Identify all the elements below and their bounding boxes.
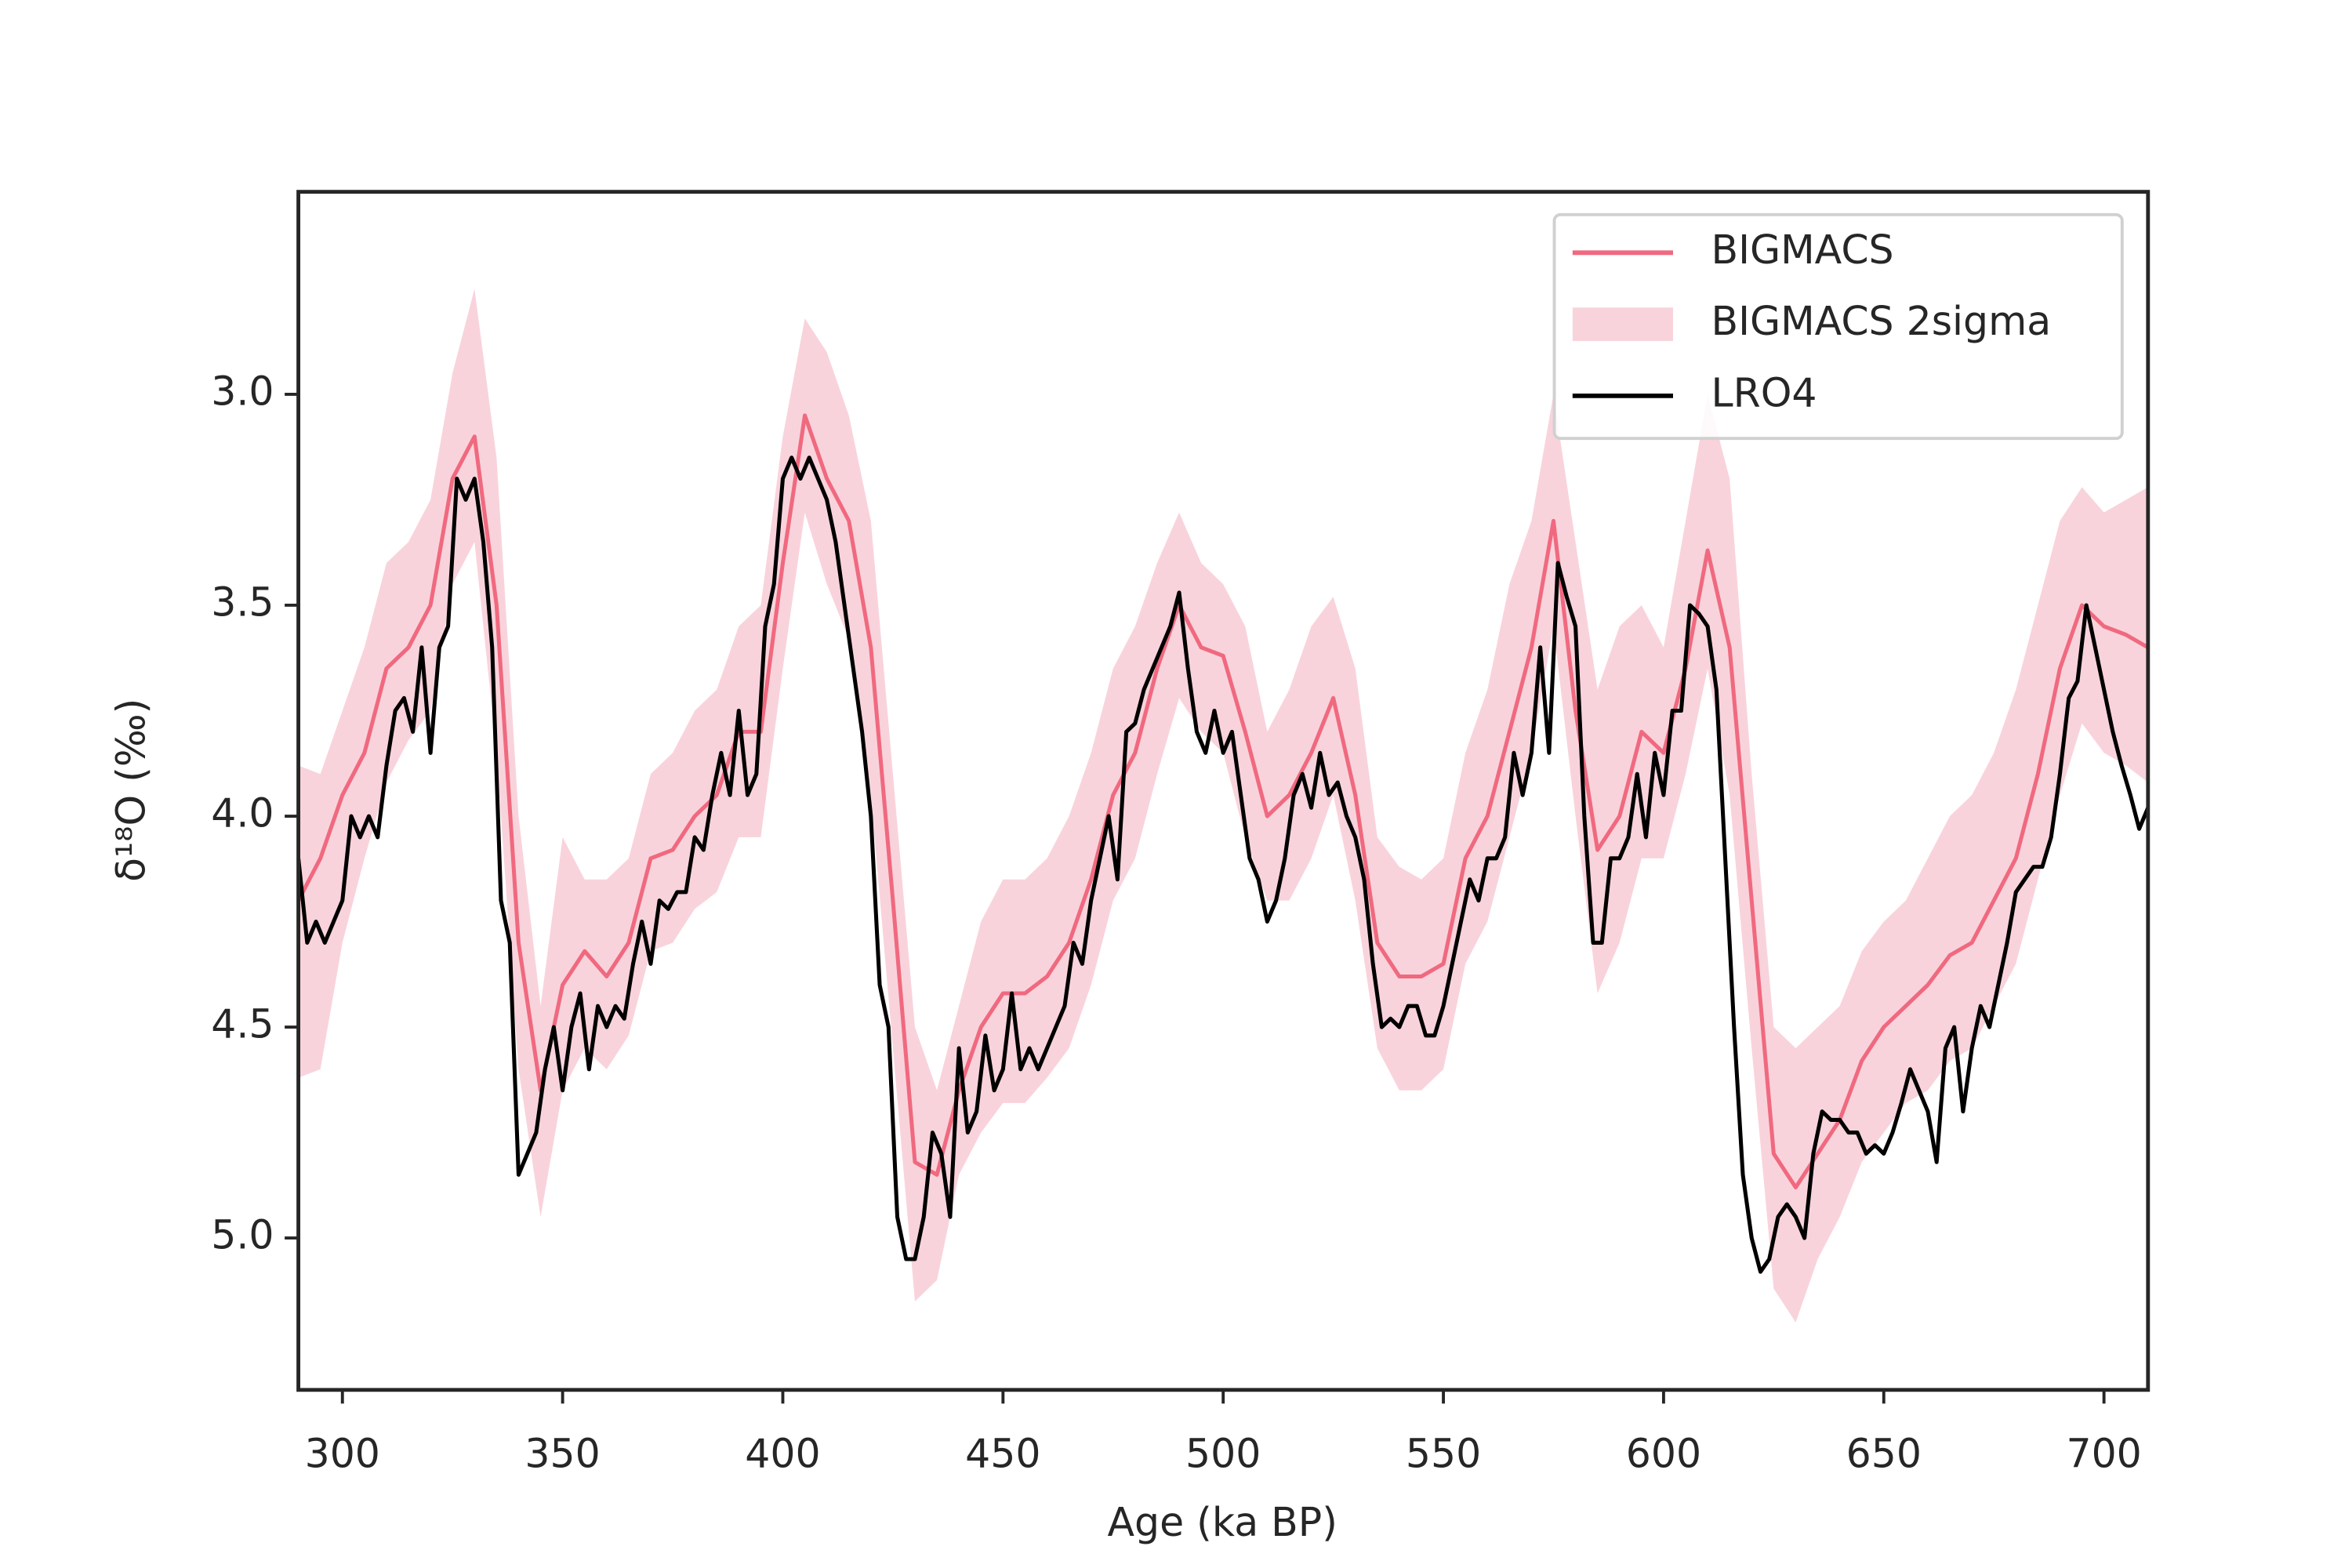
uncertainty-band xyxy=(298,289,2148,1323)
legend-label: LRO4 xyxy=(1711,369,1817,416)
y-tick-label: 4.0 xyxy=(211,790,274,837)
x-tick-label: 300 xyxy=(305,1431,380,1477)
data-line xyxy=(298,456,2148,1274)
y-tick-label: 4.5 xyxy=(211,1001,274,1047)
x-tick-label: 600 xyxy=(1626,1431,1701,1477)
y-tick-label: 3.5 xyxy=(211,579,274,625)
plot-area xyxy=(298,289,2148,1323)
legend-swatch xyxy=(1572,307,1673,341)
x-tick-label: 400 xyxy=(745,1431,820,1477)
y-tick-label: 3.0 xyxy=(211,368,274,414)
x-tick-label: 550 xyxy=(1406,1431,1481,1477)
legend-box xyxy=(1552,212,2124,441)
x-axis-label: Age (ka BP) xyxy=(1108,1499,1338,1545)
x-tick-label: 650 xyxy=(1846,1431,1922,1477)
x-tick-label: 350 xyxy=(524,1431,600,1477)
legend-label: BIGMACS 2sigma xyxy=(1711,298,2052,344)
x-tick-label: 450 xyxy=(965,1431,1040,1477)
legend-label: BIGMACS xyxy=(1711,227,1894,273)
y-tick-label: 5.0 xyxy=(211,1212,274,1258)
x-tick-label: 500 xyxy=(1185,1431,1261,1477)
y-axis-label: δ¹⁸O (‰) xyxy=(107,699,154,882)
x-tick-label: 700 xyxy=(2066,1431,2141,1477)
